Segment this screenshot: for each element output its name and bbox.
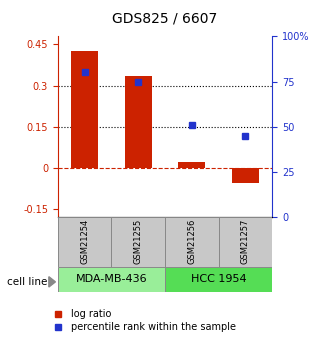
- Text: GSM21256: GSM21256: [187, 219, 196, 264]
- Bar: [58, 267, 165, 292]
- Bar: [165, 267, 272, 292]
- Text: GSM21257: GSM21257: [241, 219, 250, 264]
- Bar: [58, 217, 112, 267]
- Bar: [125, 76, 151, 168]
- Text: MDA-MB-436: MDA-MB-436: [76, 275, 147, 284]
- Bar: [218, 217, 272, 267]
- Text: GSM21254: GSM21254: [80, 219, 89, 264]
- Text: log ratio: log ratio: [71, 309, 111, 319]
- Bar: [232, 168, 259, 183]
- Text: GSM21255: GSM21255: [134, 219, 143, 264]
- Text: GDS825 / 6607: GDS825 / 6607: [113, 12, 217, 26]
- Bar: [71, 51, 98, 168]
- Polygon shape: [49, 277, 55, 287]
- Text: HCC 1954: HCC 1954: [191, 275, 247, 284]
- Bar: [112, 217, 165, 267]
- Bar: [165, 217, 218, 267]
- Bar: [179, 162, 205, 168]
- Text: percentile rank within the sample: percentile rank within the sample: [71, 322, 236, 332]
- Text: cell line: cell line: [7, 277, 47, 287]
